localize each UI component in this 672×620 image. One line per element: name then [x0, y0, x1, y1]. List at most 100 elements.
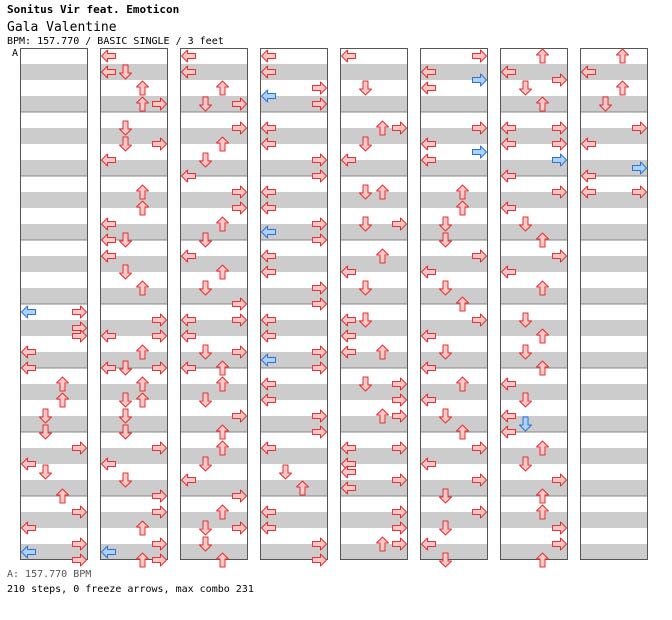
beat-stripe [420, 288, 488, 304]
beat-stripe [340, 416, 408, 432]
beat-stripe [420, 256, 488, 272]
step-arrow-right [72, 305, 87, 319]
step-arrow-left [341, 465, 356, 479]
beat-stripe [180, 256, 248, 272]
bpm-marker: A [12, 48, 19, 59]
beat-stripe [100, 96, 168, 112]
beat-stripe [180, 320, 248, 336]
column-border [500, 48, 568, 560]
step-arrow-right [312, 81, 327, 95]
beat-stripe [260, 320, 328, 336]
beat-stripe [420, 192, 488, 208]
beat-stripe [100, 512, 168, 528]
column-border [580, 48, 648, 560]
beat-stripe [20, 224, 88, 240]
beat-stripe [180, 352, 248, 368]
beat-stripe [20, 288, 88, 304]
beat-stripe [420, 320, 488, 336]
beat-stripe [180, 512, 248, 528]
beat-stripe [20, 192, 88, 208]
step-arrow-left [101, 49, 116, 63]
beat-stripe [420, 512, 488, 528]
beat-stripe [420, 160, 488, 176]
beat-stripe [20, 384, 88, 400]
beat-stripe [260, 96, 328, 112]
beat-stripe [500, 320, 568, 336]
beat-stripe [100, 416, 168, 432]
beat-stripe [260, 160, 328, 176]
beat-stripe [260, 352, 328, 368]
beat-stripe [580, 352, 648, 368]
beat-stripe [180, 96, 248, 112]
beat-stripe [180, 288, 248, 304]
beat-stripe [100, 384, 168, 400]
beat-stripe [20, 128, 88, 144]
column-border [100, 48, 168, 560]
beat-stripe [340, 224, 408, 240]
beat-stripe [180, 192, 248, 208]
beat-stripe [180, 480, 248, 496]
step-arrow-left [421, 81, 436, 95]
column-border [340, 48, 408, 560]
beat-stripe [340, 384, 408, 400]
beat-stripe [420, 224, 488, 240]
beat-stripe [580, 192, 648, 208]
beat-stripe [500, 544, 568, 560]
step-arrow-down [519, 80, 532, 96]
beat-stripe [340, 544, 408, 560]
beat-stripe [260, 128, 328, 144]
beat-stripe [340, 64, 408, 80]
beat-stripe [180, 384, 248, 400]
beat-stripe [260, 544, 328, 560]
beat-stripe [100, 320, 168, 336]
beat-stripe [580, 320, 648, 336]
beat-stripe [580, 544, 648, 560]
step-arrow-up [136, 80, 149, 96]
step-arrow-up [216, 80, 229, 96]
beat-stripe [100, 352, 168, 368]
song-title: Gala Valentine [7, 20, 117, 35]
beat-stripe [580, 96, 648, 112]
beat-stripe [260, 416, 328, 432]
beat-stripe [260, 384, 328, 400]
beat-stripe [420, 64, 488, 80]
chart-column [100, 48, 168, 560]
chart-column [340, 48, 408, 560]
beat-stripe [20, 544, 88, 560]
beat-stripe [20, 448, 88, 464]
beat-stripe [500, 64, 568, 80]
chart-column [580, 48, 648, 560]
beat-stripe [260, 192, 328, 208]
step-arrow-up [616, 48, 629, 64]
beat-stripe [500, 352, 568, 368]
step-arrow-right [472, 49, 487, 63]
beat-stripe [420, 384, 488, 400]
beat-stripe [580, 288, 648, 304]
beat-stripe [500, 224, 568, 240]
beat-stripe [580, 256, 648, 272]
step-arrow-down [39, 464, 52, 480]
beat-stripe [20, 352, 88, 368]
beat-stripe [340, 480, 408, 496]
beat-stripe [580, 480, 648, 496]
beat-stripe [20, 512, 88, 528]
beat-stripe [100, 480, 168, 496]
beat-stripe [500, 128, 568, 144]
beat-stripe [500, 480, 568, 496]
beat-stripe [260, 288, 328, 304]
beat-stripe [580, 128, 648, 144]
beat-stripe [260, 448, 328, 464]
step-arrow-up [536, 48, 549, 64]
beat-stripe [580, 160, 648, 176]
chart-column [500, 48, 568, 560]
step-arrow-right [472, 145, 487, 159]
beat-stripe [180, 64, 248, 80]
beat-stripe [500, 256, 568, 272]
beat-stripe [20, 256, 88, 272]
chart-column [20, 48, 88, 560]
beat-stripe [580, 384, 648, 400]
beat-stripe [180, 128, 248, 144]
beat-stripe [340, 128, 408, 144]
beat-stripe [500, 512, 568, 528]
